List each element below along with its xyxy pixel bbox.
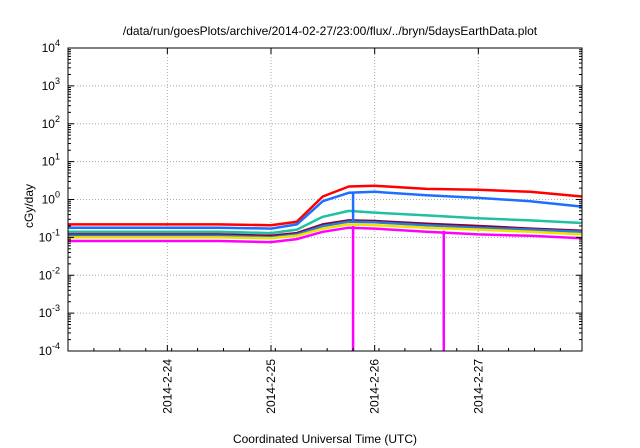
x-tick-label: 2014-2-25 [264, 359, 278, 414]
y-axis-label: cGy/day [22, 184, 36, 228]
series-line [68, 223, 583, 240]
series-line [68, 209, 583, 235]
chart-title: /data/run/goesPlots/archive/2014-02-27/2… [123, 24, 538, 38]
y-tick-label: 10-3 [39, 303, 60, 320]
x-tick-label: 2014-2-26 [368, 359, 382, 414]
y-axis: 10-4 10-3 10-2 10-1 100 101 102 103 104 [39, 38, 582, 358]
y-tick-label: 103 [42, 76, 60, 93]
y-tick-label: 10-2 [39, 265, 60, 282]
series-line [68, 190, 583, 230]
y-tick-label: 100 [42, 190, 60, 207]
grid [68, 48, 582, 351]
y-tick-label: 10-4 [39, 341, 60, 358]
y-tick-label: 102 [42, 114, 60, 131]
y-tick-label: 104 [42, 38, 60, 55]
x-tick-label: 2014-2-24 [160, 359, 174, 414]
x-axis-label: Coordinated Universal Time (UTC) [233, 432, 417, 446]
x-axis: 2014-2-24 2014-2-25 2014-2-26 2014-2-27 [67, 48, 561, 414]
series-line [68, 220, 583, 239]
series-line [68, 184, 583, 227]
series-line [68, 219, 583, 238]
x-tick-label: 2014-2-27 [471, 359, 485, 414]
series-line [68, 226, 583, 244]
plot-area [68, 184, 583, 351]
y-tick-label: 10-1 [39, 227, 60, 244]
y-tick-label: 101 [42, 152, 60, 169]
